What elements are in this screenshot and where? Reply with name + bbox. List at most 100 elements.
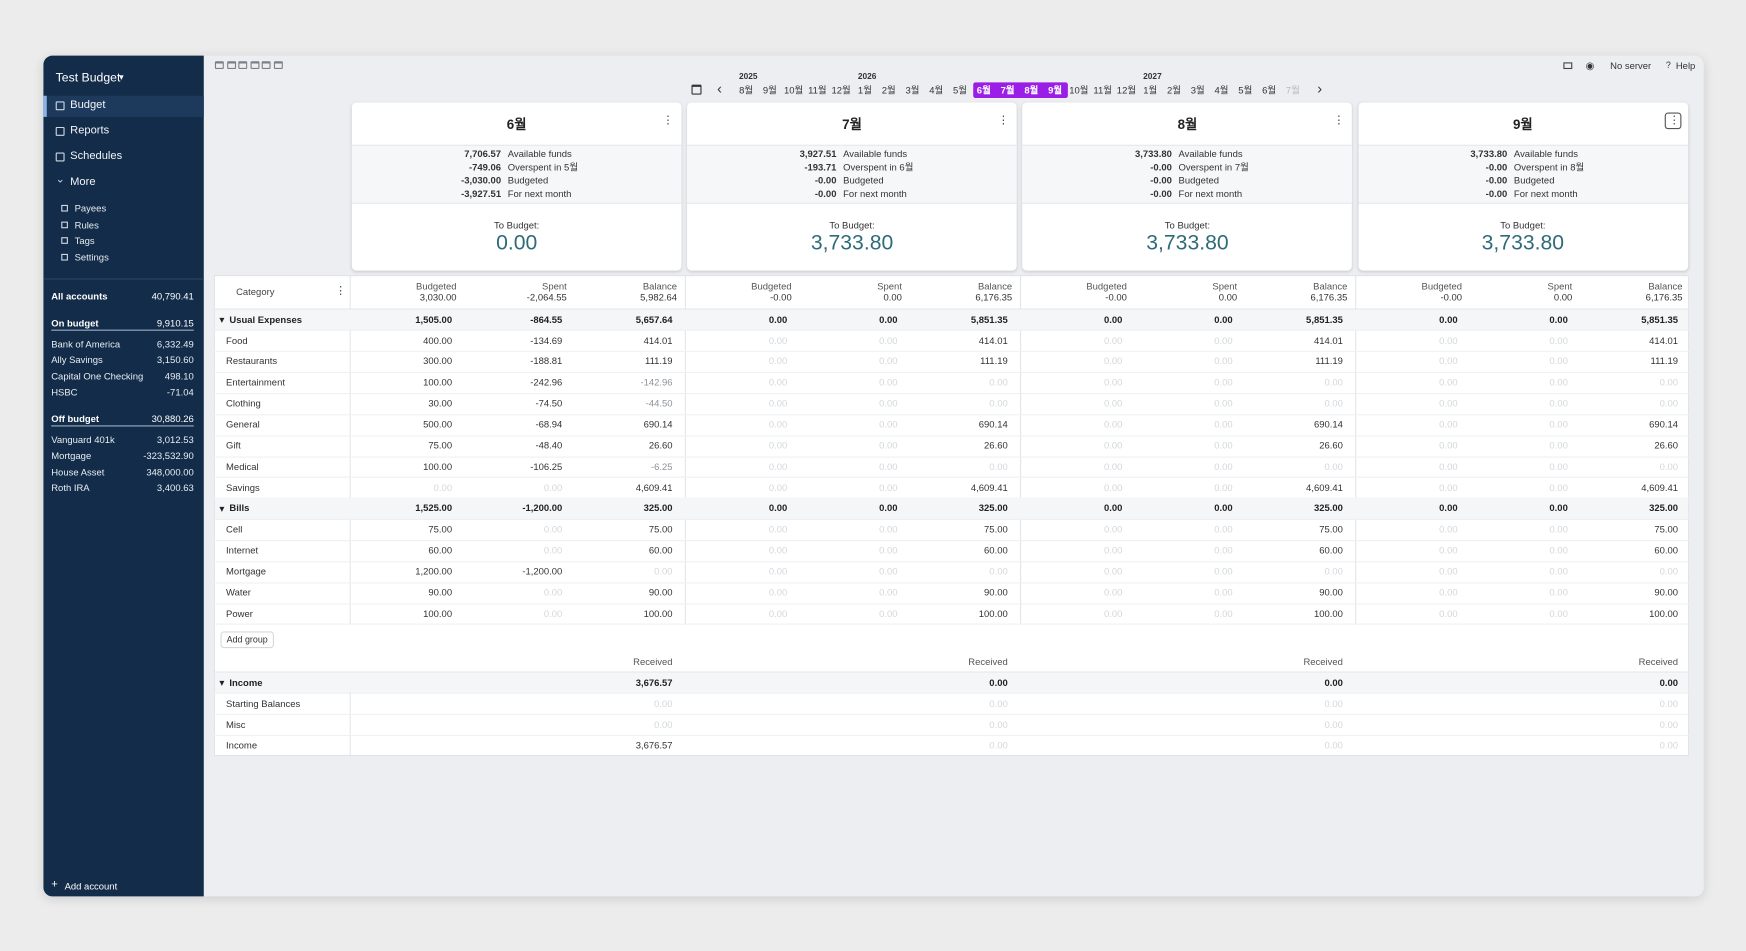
category-value[interactable]: 0.00 [1104,565,1123,577]
add-account[interactable]: Add account [64,880,118,892]
month-picker-item[interactable]: 12월 [831,84,851,96]
category-value[interactable]: 0.00 [1104,334,1123,346]
category-value[interactable]: 0.00 [768,523,788,535]
category-value[interactable]: 100.00 [423,460,453,472]
budget-name[interactable]: Test Budget [55,70,121,85]
category-value[interactable]: 500.00 [423,418,453,430]
month-picker-item[interactable]: 11월 [1093,84,1112,96]
category-name[interactable]: Power [226,607,253,619]
category-value[interactable]: 0.00 [1104,376,1123,388]
category-value[interactable]: 0.00 [1439,565,1458,577]
category-value[interactable]: 0.00 [768,334,788,346]
category-value[interactable]: 1,200.00 [415,565,453,577]
category-value[interactable]: 30.00 [428,397,453,409]
category-value[interactable]: 0.00 [1104,586,1123,598]
category-value[interactable]: 0.00 [1104,460,1123,472]
category-name[interactable]: General [226,418,260,430]
category-value[interactable]: 90.00 [428,586,453,598]
account-name[interactable]: House Asset [51,466,105,478]
category-value[interactable]: 0.00 [768,607,788,619]
category-value[interactable]: 0.00 [1439,523,1458,535]
category-name[interactable]: Cell [226,523,243,535]
account-group[interactable]: Off budget [51,412,100,424]
category-value[interactable]: 75.00 [428,523,453,535]
category-value[interactable]: 0.00 [768,376,788,388]
category-value[interactable]: 0.00 [768,460,788,472]
category-name[interactable]: Water [226,586,251,598]
nav-subitem[interactable]: Settings [74,251,109,263]
category-value[interactable]: 0.00 [1439,544,1458,556]
month-picker-item[interactable]: 10월 [783,84,804,96]
category-value[interactable]: 100.00 [423,376,453,388]
nav-item[interactable]: Reports [70,124,110,137]
add-group-button[interactable] [220,631,274,649]
account-name[interactable]: HSBC [51,386,78,398]
category-name[interactable]: Clothing [226,397,261,409]
category-value[interactable]: 0.00 [1104,523,1123,535]
category-name[interactable]: Internet [226,544,259,556]
month-picker-item[interactable]: 9월 [762,84,777,96]
category-value[interactable]: 0.00 [1104,544,1123,556]
category-name[interactable]: Savings [226,481,260,493]
category-value[interactable]: 0.00 [768,397,788,409]
category-value[interactable]: 0.00 [1439,439,1458,451]
category-name[interactable]: Food [226,334,248,346]
month-picker-item[interactable]: 7월 [1000,84,1015,96]
category-value[interactable]: 0.00 [1439,586,1458,598]
category-name[interactable]: Misc [226,718,246,731]
account-name[interactable]: Ally Savings [51,354,103,366]
month-picker-item[interactable]: 6월 [976,84,991,96]
category-value[interactable]: 0.00 [768,565,788,577]
category-value[interactable]: 0.00 [768,544,788,556]
month-picker-item[interactable]: 2월 [881,84,896,96]
category-value[interactable]: 0.00 [1439,460,1458,472]
group-name[interactable]: Usual Expenses [229,313,302,325]
category-value[interactable]: 0.00 [433,481,453,493]
month-picker-item[interactable]: 3월 [905,84,920,96]
category-value[interactable]: 0.00 [1439,481,1458,493]
category-value[interactable]: 0.00 [768,355,788,367]
month-picker-item[interactable]: 12월 [1116,84,1137,96]
help-button[interactable]: Help [1675,59,1696,71]
category-value[interactable]: 0.00 [1439,397,1458,409]
category-value[interactable]: 300.00 [423,355,453,367]
nav-subitem[interactable]: Payees [74,202,107,214]
nav-item[interactable]: Schedules [70,150,123,163]
add-group[interactable]: Add group [226,634,268,645]
month-picker-item[interactable]: 5월 [1238,84,1253,96]
account-name[interactable]: Bank of America [51,338,121,350]
category-name[interactable]: Entertainment [226,376,285,388]
category-name[interactable]: Medical [226,460,259,472]
category-value[interactable]: 0.00 [1439,334,1458,346]
group-name[interactable]: Bills [229,502,250,514]
nav-item[interactable]: More [70,175,96,189]
category-value[interactable]: 0.00 [1104,481,1123,493]
group-name[interactable]: Income [229,676,263,688]
account-name[interactable]: Mortgage [51,450,92,462]
account-name[interactable]: All accounts [51,290,108,302]
month-picker-item[interactable]: 5월 [953,84,968,96]
nav-subitem[interactable]: Tags [74,234,95,246]
category-value[interactable]: 0.00 [1104,418,1123,430]
server-status[interactable]: No server [1610,59,1652,71]
category-value[interactable]: 0.00 [768,586,788,598]
nav-subitem[interactable]: Rules [74,219,99,231]
category-value[interactable]: 60.00 [428,544,453,556]
category-value[interactable]: 0.00 [1104,355,1123,367]
category-value[interactable]: 0.00 [1439,376,1458,388]
month-picker-item[interactable]: 4월 [929,84,944,96]
category-value[interactable]: 0.00 [1439,355,1458,367]
account-name[interactable]: Capital One Checking [51,370,144,382]
month-picker-item[interactable]: 8월 [739,84,754,96]
month-picker-item[interactable]: 11월 [808,84,827,96]
month-picker-item[interactable]: 7월 [1285,84,1300,96]
category-value[interactable]: 0.00 [768,481,788,493]
category-value[interactable]: 400.00 [423,334,453,346]
category-value[interactable]: 0.00 [1439,607,1458,619]
category-name[interactable]: Starting Balances [226,697,301,710]
category-value[interactable]: 0.00 [1104,397,1123,409]
category-name[interactable]: Restaurants [226,355,278,367]
month-picker-item[interactable]: 1월 [857,84,872,96]
category-value[interactable]: 0.00 [768,439,788,451]
month-picker-item[interactable]: 9월 [1048,84,1063,96]
